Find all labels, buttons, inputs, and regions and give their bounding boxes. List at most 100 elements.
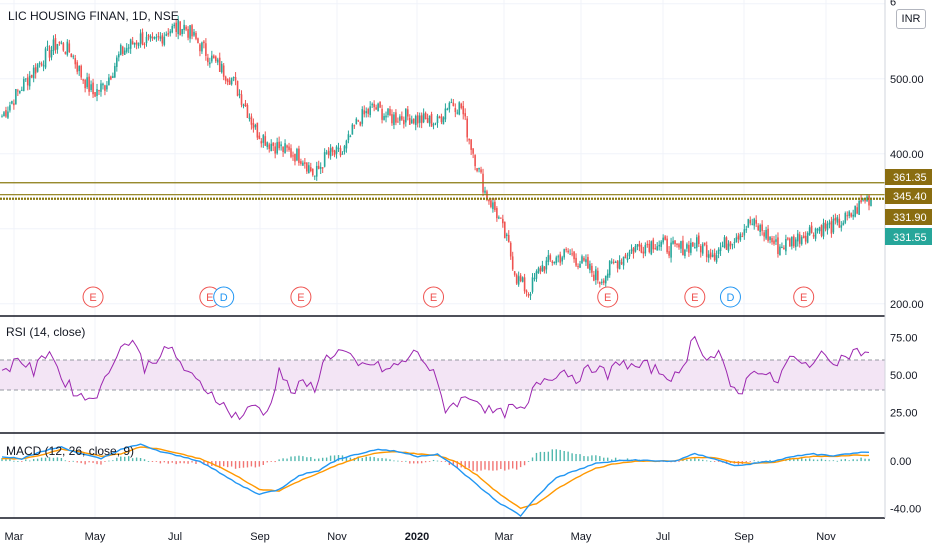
candle-body[interactable] — [743, 229, 746, 236]
candle-body[interactable] — [658, 244, 660, 247]
candle-body[interactable] — [816, 229, 819, 231]
candle-body[interactable] — [739, 234, 742, 241]
candle-body[interactable] — [478, 167, 480, 170]
candle-body[interactable] — [733, 242, 736, 244]
candle-body[interactable] — [112, 76, 114, 78]
candle-body[interactable] — [794, 239, 797, 248]
candle-body[interactable] — [371, 104, 373, 106]
candle-body[interactable] — [684, 249, 686, 256]
candle-body[interactable] — [38, 62, 41, 64]
candle-body[interactable] — [559, 254, 562, 263]
candle-body[interactable] — [240, 94, 243, 105]
candle-body[interactable] — [127, 47, 130, 49]
candle-body[interactable] — [252, 123, 255, 129]
candle-body[interactable] — [232, 77, 235, 79]
candle-body[interactable] — [123, 50, 126, 55]
candle-body[interactable] — [224, 76, 227, 81]
candle-body[interactable] — [759, 225, 761, 232]
candle-body[interactable] — [727, 243, 730, 251]
candle-body[interactable] — [72, 56, 75, 58]
candle-body[interactable] — [636, 244, 639, 247]
candle-body[interactable] — [600, 281, 603, 283]
candle-body[interactable] — [484, 190, 486, 193]
candle-body[interactable] — [834, 217, 837, 221]
candle-body[interactable] — [361, 109, 364, 124]
candle-body[interactable] — [90, 84, 92, 90]
candle-body[interactable] — [824, 222, 827, 229]
candle-body[interactable] — [642, 251, 645, 254]
candle-body[interactable] — [800, 237, 803, 245]
candle-body[interactable] — [692, 242, 694, 247]
candle-body[interactable] — [606, 273, 609, 278]
candle-body[interactable] — [347, 134, 350, 141]
candle-body[interactable] — [54, 38, 57, 51]
candle-body[interactable] — [509, 242, 512, 257]
candle-body[interactable] — [610, 261, 613, 263]
candle-body[interactable] — [541, 265, 544, 272]
candle-body[interactable] — [238, 93, 241, 95]
candle-body[interactable] — [870, 199, 872, 207]
candle-body[interactable] — [860, 200, 862, 203]
candle-body[interactable] — [379, 101, 381, 108]
candle-body[interactable] — [862, 199, 864, 201]
candle-body[interactable] — [195, 32, 197, 39]
candle-body[interactable] — [329, 148, 332, 157]
candle-body[interactable] — [705, 245, 708, 258]
candle-body[interactable] — [46, 45, 49, 47]
candle-body[interactable] — [438, 117, 441, 119]
candle-body[interactable] — [353, 125, 356, 127]
candle-body[interactable] — [337, 147, 340, 149]
rsi-line[interactable] — [1, 335, 870, 421]
candle-body[interactable] — [42, 65, 45, 67]
candle-body[interactable] — [315, 166, 318, 177]
candle-body[interactable] — [561, 257, 563, 262]
candle-body[interactable] — [129, 39, 132, 49]
candle-body[interactable] — [492, 202, 494, 210]
candle-body[interactable] — [664, 236, 666, 240]
candle-body[interactable] — [171, 25, 174, 33]
candle-body[interactable] — [155, 37, 158, 39]
candle-body[interactable] — [638, 243, 641, 247]
candle-body[interactable] — [450, 102, 453, 104]
candle-body[interactable] — [187, 29, 189, 38]
candle-body[interactable] — [331, 147, 334, 152]
candle-body[interactable] — [656, 246, 659, 251]
candle-body[interactable] — [571, 253, 573, 255]
candle-body[interactable] — [680, 241, 682, 249]
candle-body[interactable] — [620, 262, 623, 264]
candle-body[interactable] — [599, 282, 601, 284]
candle-body[interactable] — [185, 26, 187, 30]
candle-body[interactable] — [798, 234, 801, 244]
candle-body[interactable] — [137, 43, 140, 46]
candle-body[interactable] — [822, 222, 825, 237]
candle-body[interactable] — [387, 108, 389, 115]
candle-body[interactable] — [670, 242, 672, 258]
candle-body[interactable] — [713, 253, 716, 261]
candle-body[interactable] — [319, 167, 322, 169]
candle-body[interactable] — [854, 205, 856, 217]
candle-body[interactable] — [537, 268, 540, 274]
candle-body[interactable] — [517, 276, 520, 285]
candle-body[interactable] — [604, 275, 607, 284]
candle-body[interactable] — [838, 218, 841, 228]
candle-body[interactable] — [410, 119, 413, 124]
candle-body[interactable] — [327, 150, 330, 156]
candle-body[interactable] — [149, 36, 152, 39]
candle-body[interactable] — [575, 257, 577, 266]
candle-body[interactable] — [403, 119, 405, 125]
candle-body[interactable] — [373, 103, 375, 108]
candle-body[interactable] — [300, 161, 302, 164]
candle-body[interactable] — [216, 59, 219, 63]
candle-body[interactable] — [791, 236, 793, 247]
candle-body[interactable] — [717, 249, 720, 255]
candle-body[interactable] — [365, 111, 368, 114]
candle-body[interactable] — [88, 76, 90, 92]
candle-body[interactable] — [395, 112, 397, 123]
candle-body[interactable] — [731, 243, 734, 245]
candle-body[interactable] — [230, 78, 233, 85]
candle-body[interactable] — [30, 74, 33, 78]
candle-body[interactable] — [345, 140, 348, 149]
candle-body[interactable] — [792, 236, 795, 247]
candle-body[interactable] — [280, 144, 282, 147]
